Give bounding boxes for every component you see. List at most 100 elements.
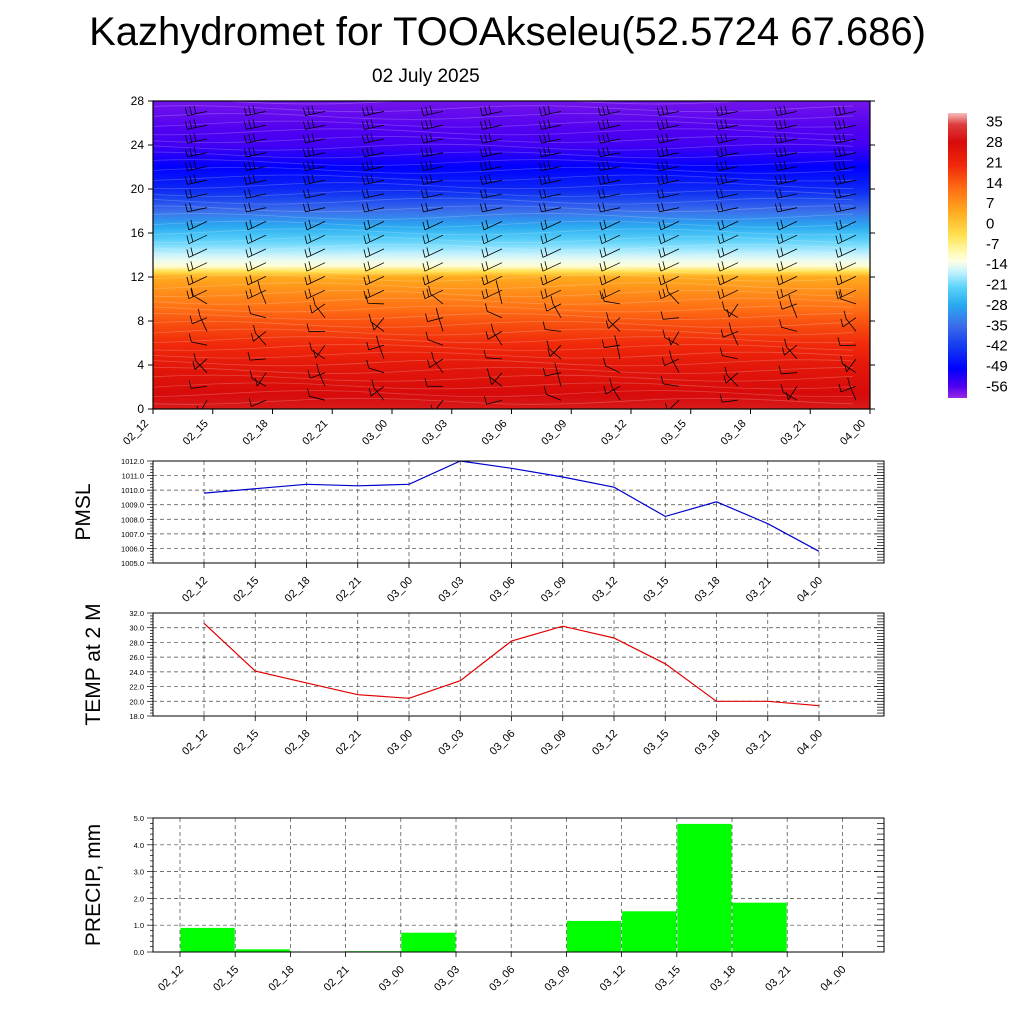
y-tick-label: 18.0 xyxy=(129,712,144,721)
wind-barb xyxy=(480,119,503,130)
wind-barb xyxy=(716,189,739,199)
y-tick-label: 1008.0 xyxy=(121,515,144,524)
wind-barb xyxy=(657,174,680,185)
wind-barb xyxy=(717,261,739,272)
y-tick-label: 16 xyxy=(131,226,145,240)
wind-barb xyxy=(427,358,444,369)
wind-barb xyxy=(363,261,385,272)
y-axis-label: PRECIP, mm xyxy=(82,824,105,946)
contour-line xyxy=(153,390,854,398)
contour-line xyxy=(153,251,854,259)
wind-barb xyxy=(662,329,680,346)
wind-barb xyxy=(662,357,680,367)
wind-barb xyxy=(304,261,326,272)
wind-barb xyxy=(834,189,857,199)
colorbar-tick-label: -28 xyxy=(986,297,1008,314)
wind-barb xyxy=(844,358,857,373)
wind-barb xyxy=(779,301,798,310)
wind-barb xyxy=(658,261,680,272)
wind-barb xyxy=(603,357,621,374)
wind-barb xyxy=(716,119,739,130)
x-tick-label: 03_18 xyxy=(719,418,749,448)
wind-barb xyxy=(422,219,444,231)
wind-barb xyxy=(834,174,857,185)
wind-barb xyxy=(599,233,621,245)
wind-barb xyxy=(431,351,444,373)
contour-line xyxy=(153,274,854,282)
wind-barb xyxy=(247,352,267,361)
x-tick-label: 04_00 xyxy=(795,728,825,758)
contour-line xyxy=(153,213,854,220)
wind-barb xyxy=(657,133,680,144)
wind-barb xyxy=(598,146,621,158)
x-tick-label: 03_09 xyxy=(542,964,572,994)
x-tick-label: 04_00 xyxy=(795,575,825,605)
wind-barb xyxy=(609,378,621,401)
wind-barb xyxy=(717,233,739,245)
y-tick-label: 1011.0 xyxy=(122,472,144,481)
x-tick-label: 02_21 xyxy=(300,418,330,448)
x-tick-label: 03_15 xyxy=(641,728,671,758)
wind-barb xyxy=(539,119,562,130)
wind-barb xyxy=(598,174,621,185)
chart-subtitle: 02 July 2025 xyxy=(372,66,480,87)
x-tick-label: 02_21 xyxy=(334,728,364,758)
wind-barb xyxy=(362,119,385,130)
wind-barb xyxy=(185,202,208,213)
contour-line xyxy=(153,367,854,374)
contour-line xyxy=(153,266,854,274)
wind-barb xyxy=(257,281,267,305)
x-tick-label: 03_06 xyxy=(488,728,518,758)
y-tick-label: 22.0 xyxy=(129,683,144,692)
panel-frame xyxy=(152,817,885,953)
wind-barb xyxy=(481,288,503,300)
wind-barb xyxy=(192,358,208,370)
wind-barb xyxy=(547,344,562,357)
wind-barb xyxy=(421,119,444,130)
contour-line xyxy=(153,136,854,143)
wind-barb xyxy=(185,146,208,158)
x-tick-label: 03_21 xyxy=(744,575,774,605)
wind-barb xyxy=(245,247,267,258)
wind-barb xyxy=(835,274,857,286)
wind-barb xyxy=(421,202,444,213)
wind-barb xyxy=(487,368,503,387)
wind-barb xyxy=(601,293,621,305)
wind-barb xyxy=(598,133,621,144)
wind-barb xyxy=(598,189,621,199)
wind-barb xyxy=(539,202,562,213)
wind-barb xyxy=(546,340,562,360)
wind-barb xyxy=(371,379,385,401)
wind-barb xyxy=(421,105,444,116)
wind-barb xyxy=(658,233,680,245)
wind-barb xyxy=(780,384,798,401)
y-tick-label: 12 xyxy=(131,270,145,284)
wind-barb xyxy=(717,288,739,300)
wind-barb xyxy=(188,333,208,346)
wind-barb xyxy=(304,219,326,231)
x-tick-label: 03_21 xyxy=(778,418,808,448)
colorbar-tick-label: 35 xyxy=(986,114,1003,131)
wind-barb xyxy=(481,247,503,258)
wind-barb xyxy=(363,247,385,258)
wind-barb xyxy=(658,274,680,286)
colorbar-tick-label: -21 xyxy=(986,277,1008,294)
wind-barb xyxy=(185,189,208,199)
wind-barb xyxy=(598,160,621,171)
wind-barb xyxy=(668,331,680,346)
wind-barb xyxy=(245,288,267,300)
wind-barb xyxy=(669,350,680,373)
pmsl-panel: 1005.0 1006.0 1007.0 1008.0 1009.0 1010.0 1011… xyxy=(72,457,885,605)
wind-barb xyxy=(303,202,326,213)
wind-barb xyxy=(196,400,208,409)
colorbar-tick-label: 0 xyxy=(986,216,994,233)
x-tick-label: 03_06 xyxy=(487,964,517,994)
panel-frame xyxy=(152,612,885,717)
colorbar-tick-label: 14 xyxy=(986,175,1003,192)
x-tick-label: 02_18 xyxy=(283,728,313,758)
colorbar-tick-label: -14 xyxy=(986,256,1008,273)
colorbar-tick-label: 28 xyxy=(986,134,1003,151)
y-tick-label: 1012.0 xyxy=(121,457,144,466)
wind-barb xyxy=(245,219,267,231)
wind-barb xyxy=(719,394,739,403)
